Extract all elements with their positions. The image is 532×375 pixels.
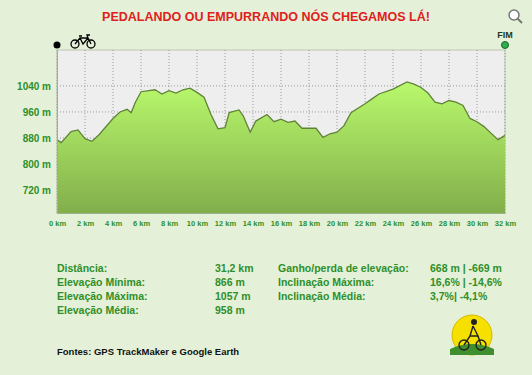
elevation-area <box>57 82 505 213</box>
y-tick-label: 1040 m <box>17 81 51 92</box>
x-tick-label: 22 km <box>355 219 377 228</box>
x-tick: 24 km <box>383 213 405 228</box>
plot: 720 m 800 m 880 m 960 m 1040 m 0 km 2 km 4 km 6 … <box>17 50 516 228</box>
y-tick-label: 960 m <box>23 107 51 118</box>
x-tick-label: 2 km <box>77 219 94 228</box>
x-tick: 22 km <box>355 213 377 228</box>
x-axis: 0 km 2 km 4 km 6 km 8 km 10 km 12 km 14 km 16 km… <box>49 213 517 228</box>
elevation-line <box>57 82 505 143</box>
stat-value: 1057 m <box>215 290 251 302</box>
plot-background <box>57 50 505 213</box>
x-tick-label: 8 km <box>161 219 178 228</box>
x-tick-label: 24 km <box>383 219 405 228</box>
y-tick-label: 720 m <box>23 185 51 196</box>
x-tick-label: 20 km <box>327 219 349 228</box>
stat-value: 958 m <box>215 304 245 316</box>
y-tick: 720 m <box>23 185 57 196</box>
end-marker <box>502 42 509 49</box>
x-tick: 6 km <box>133 213 150 228</box>
y-tick: 800 m <box>23 159 57 170</box>
chart-root: PEDALANDO OU EMPURRANDO NÓS CHEGAMOS LÁ!… <box>0 0 532 375</box>
x-tick: 14 km <box>243 213 265 228</box>
stat-label: Elevação Máxima: <box>57 290 147 302</box>
x-tick: 28 km <box>439 213 461 228</box>
x-tick-label: 32 km <box>495 219 517 228</box>
y-axis: 720 m 800 m 880 m 960 m 1040 m <box>17 51 57 214</box>
x-tick: 2 km <box>77 213 94 228</box>
x-tick-label: 10 km <box>187 219 209 228</box>
stat-label: Elevação Média: <box>57 304 139 316</box>
x-tick: 12 km <box>215 213 237 228</box>
stat-value: 31,2 km <box>215 262 254 274</box>
x-tick-label: 18 km <box>299 219 321 228</box>
x-axis-line <box>58 213 506 214</box>
x-tick: 0 km <box>49 213 66 228</box>
grid <box>57 50 505 213</box>
x-tick-label: 6 km <box>133 219 150 228</box>
stat-label: Distância: <box>57 262 107 274</box>
x-tick: 20 km <box>327 213 349 228</box>
zoom-icon <box>509 10 522 23</box>
y-tick-label: 880 m <box>23 133 51 144</box>
stat-label: Ganho/perda de elevação: <box>278 262 409 274</box>
x-tick: 16 km <box>271 213 293 228</box>
x-tick: 4 km <box>105 213 122 228</box>
stat-label: Inclinação Média: <box>278 290 366 302</box>
x-tick: 8 km <box>161 213 178 228</box>
stat-value: 16,6% | -14,6% <box>430 276 502 288</box>
y-tick: 960 m <box>23 107 57 118</box>
source-note: Fontes: GPS TrackMaker e Google Earth <box>57 346 239 357</box>
y-tick: 1040 m <box>17 81 57 92</box>
stat-value: 668 m | -669 m <box>430 262 502 274</box>
stat-value: 866 m <box>215 276 245 288</box>
logo <box>450 315 494 355</box>
stat-label: Inclinação Máxima: <box>278 276 374 288</box>
data-layer <box>57 82 505 213</box>
end-label: FIM <box>497 30 513 40</box>
y-tick-label: 800 m <box>23 159 51 170</box>
x-tick-label: 14 km <box>243 219 265 228</box>
x-tick: 32 km <box>495 213 517 228</box>
x-tick-label: 12 km <box>215 219 237 228</box>
stat-value: 3,7%| -4,1% <box>430 290 488 302</box>
grid-line-x <box>57 50 58 213</box>
start-icon <box>54 35 96 49</box>
x-tick: 10 km <box>187 213 209 228</box>
chart-title: PEDALANDO OU EMPURRANDO NÓS CHEGAMOS LÁ! <box>102 9 430 24</box>
y-tick: 880 m <box>23 133 57 144</box>
x-tick-label: 26 km <box>411 219 433 228</box>
x-tick-label: 16 km <box>271 219 293 228</box>
x-tick: 18 km <box>299 213 321 228</box>
x-tick-label: 28 km <box>439 219 461 228</box>
x-tick-label: 0 km <box>49 219 66 228</box>
x-tick-label: 4 km <box>105 219 122 228</box>
x-tick: 26 km <box>411 213 433 228</box>
x-tick-label: 30 km <box>467 219 489 228</box>
y-axis-line <box>57 51 58 214</box>
stat-label: Elevação Mínima: <box>57 276 145 288</box>
x-tick: 30 km <box>467 213 489 228</box>
